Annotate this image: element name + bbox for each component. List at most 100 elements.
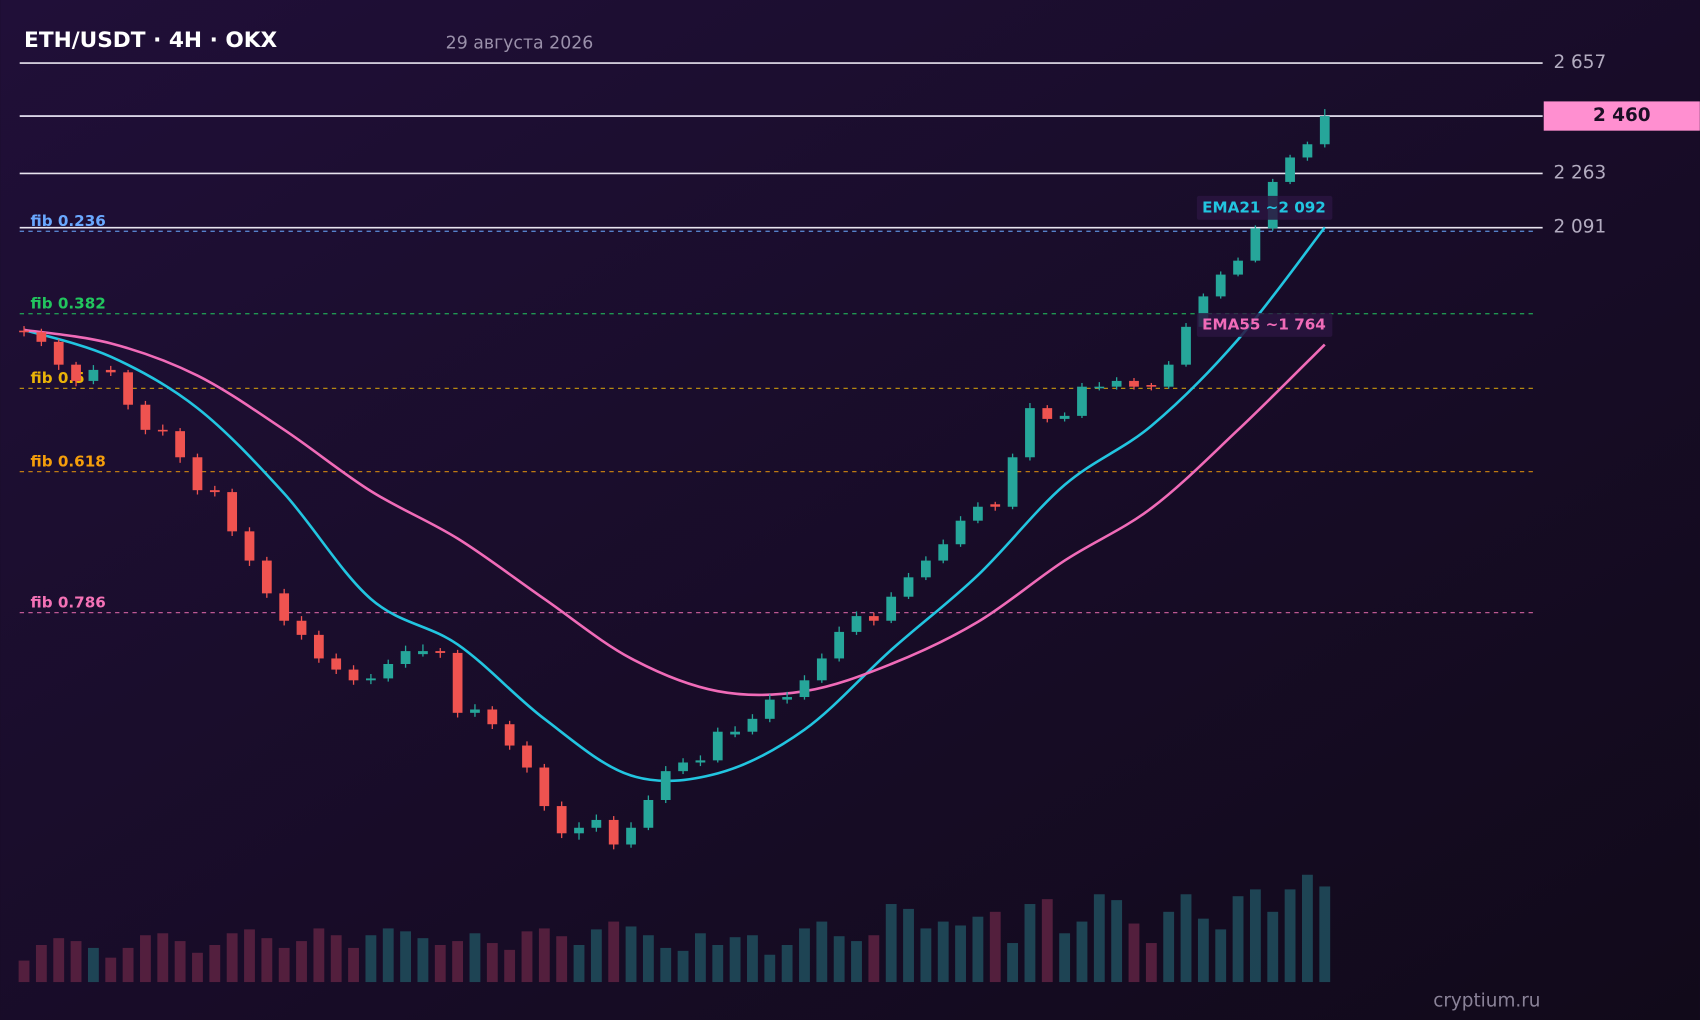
candle-body [695,760,706,763]
candle-body [1319,116,1330,145]
candle-body [678,762,688,772]
volume-bar [521,931,533,983]
volume-bar [504,949,516,983]
candle-body [296,620,307,635]
candle-body [1233,260,1243,275]
volume-bar [192,952,203,983]
candle-body [175,431,185,458]
candle-body [71,364,81,381]
volume-bar [1024,904,1036,983]
volume-bar [348,947,359,983]
volume-bar [1163,911,1175,983]
y-tick-label: 2 091 [1553,217,1606,238]
volume-bar [157,933,169,983]
candle-body [435,651,446,653]
candle-body [1302,144,1313,158]
candle-body [903,577,914,597]
candle-body [53,341,64,365]
volume-bar [330,935,342,983]
candle-body [556,806,567,834]
candle-body [1094,386,1105,389]
candle-body [591,819,602,828]
volume-bar [1041,899,1053,983]
volume-bar [937,921,949,983]
volume-bar [764,954,776,983]
volume-bar [1267,911,1279,983]
candle-body [36,332,47,342]
volume-bar [452,941,464,983]
volume-bar [1302,874,1313,983]
candle-body [1163,364,1174,387]
volume-bar [1180,894,1192,983]
volume-bar [244,929,255,983]
volume-bar [729,937,741,983]
candle-body [990,504,1001,507]
candle-body [834,631,845,659]
candle-body [1042,408,1053,419]
volume-bar [1319,886,1331,983]
volume-bar [18,960,30,983]
volume-bar [261,938,273,983]
volume-bar [1284,889,1296,983]
candle-body [1129,380,1139,387]
candle-body [331,658,342,670]
volume-bar [87,947,99,983]
volume-bar [868,935,880,983]
candle-body [88,369,99,381]
volume-bar [799,928,810,983]
candle-body [157,429,168,432]
volume-bar [1007,943,1019,983]
candle-body [574,827,584,834]
candle-body [816,658,827,681]
candle-body [938,544,949,561]
volume-bar [885,904,897,983]
volume-bar [35,944,47,983]
candle-body [1077,386,1087,416]
volume-bar [833,936,845,983]
volume-bar [209,944,221,983]
volume-bar [920,928,932,983]
volume-bar [70,941,82,983]
candle-body [920,560,931,578]
ema-label: EMA55 ~1 764 [1202,316,1326,334]
fib-label: fib 0.786 [31,593,106,611]
volume-bar [573,944,585,983]
volume-bar [747,935,758,983]
candle-body [1215,274,1226,297]
candle-body [123,372,133,405]
candle-body [539,767,550,807]
volume-bar [642,935,654,983]
watermark: cryptium.ru [1433,991,1540,1012]
ema-line [23,328,1326,697]
volume-bar [625,926,637,983]
candle-body [504,724,515,746]
candle-body [1181,326,1191,365]
volume-bar [1076,921,1088,983]
candle-body [470,709,480,713]
volume-bar [851,941,862,983]
volume-bar [105,957,117,983]
candle-body [452,652,463,713]
volume-bar [174,941,186,983]
volume-bar [989,911,1001,983]
candle-body [1025,408,1035,458]
volume-bar [1111,900,1123,983]
volume-bar [122,947,134,983]
chart-date: 29 августа 2026 [446,33,594,53]
volume-bar [608,921,620,983]
volume-bar [556,936,568,983]
candle-body [140,404,151,430]
candle-body [643,800,654,828]
candle-body [348,669,359,681]
volume-bar [53,938,65,983]
chart-title: ETH/USDT · 4H · OKX [24,28,278,53]
candle-body [244,531,255,561]
candle-body [868,616,879,621]
volume-bar [365,935,377,983]
candle-body [522,745,532,768]
volume-bar [955,925,966,983]
candle-body [105,369,116,373]
volume-bar [972,916,984,983]
